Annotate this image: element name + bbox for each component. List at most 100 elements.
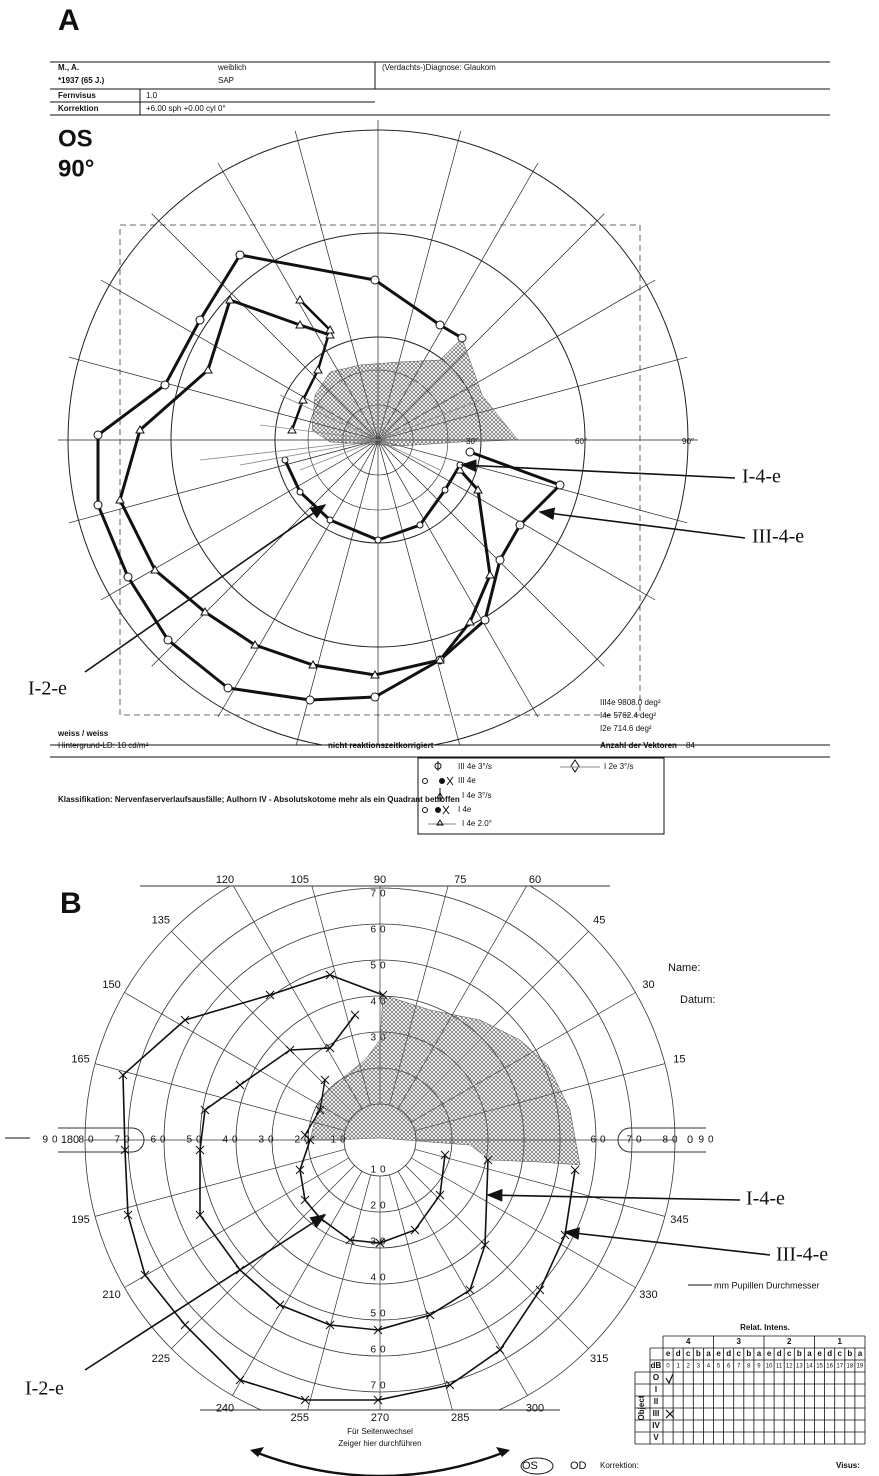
point [200, 606, 210, 616]
vector [259, 424, 379, 441]
eye: OS [58, 125, 93, 152]
point [378, 990, 388, 1000]
point [300, 1395, 310, 1405]
point [296, 488, 304, 496]
point [123, 1210, 133, 1220]
db: 7 [737, 1364, 741, 1370]
point [180, 1015, 190, 1025]
vector [279, 394, 379, 441]
angle-label: 240 [216, 1402, 234, 1414]
point [535, 1285, 545, 1295]
letter: d [827, 1349, 832, 1358]
point [160, 380, 170, 390]
eye-circle [520, 1457, 554, 1475]
point [374, 536, 382, 544]
angle-label: 225 [152, 1353, 170, 1365]
point [495, 1345, 505, 1355]
isopters [118, 970, 580, 1405]
point [435, 1190, 445, 1200]
object-label: Object [637, 1395, 646, 1420]
point [515, 520, 525, 530]
point [135, 424, 145, 434]
legend-entry: III 4e [458, 776, 476, 785]
letter: c [686, 1349, 691, 1358]
db: 11 [776, 1364, 783, 1370]
letter: b [797, 1349, 802, 1358]
area: III4e 9808.0 deg² [600, 698, 661, 707]
visus: 1.0 [146, 91, 158, 100]
isopter-label: I-4-e [746, 1188, 785, 1210]
letter: e [767, 1349, 772, 1358]
grid-ray [377, 439, 656, 601]
grid-ray [94, 1063, 346, 1132]
point [295, 1165, 305, 1175]
vectors: 84 [686, 741, 695, 750]
point [370, 669, 380, 679]
scale-label: 40 [222, 1135, 241, 1146]
point [350, 1010, 360, 1020]
angle-label: 30 [642, 979, 654, 991]
panel-a: A M., A. *1937 (65 J.) weiblich SAP (Ver… [28, 4, 830, 835]
scale-label: 40 [370, 1273, 389, 1284]
object: V [653, 1433, 659, 1442]
letter: d [676, 1349, 681, 1358]
point [445, 1380, 455, 1390]
grid-ray [377, 439, 688, 524]
grid-ray [414, 1148, 666, 1217]
angle-label: 15 [673, 1054, 685, 1066]
point [480, 615, 490, 625]
point [345, 1235, 355, 1245]
grid-clip [84, 886, 676, 1410]
angle-label: 285 [451, 1412, 469, 1424]
group-label: 4 [686, 1337, 691, 1346]
letter: d [726, 1349, 731, 1358]
isopter-label: III-4-e [752, 526, 804, 548]
eye-os: OS [522, 1460, 538, 1472]
axis-label: 90° [682, 437, 694, 446]
db: 4 [707, 1364, 711, 1370]
db: 9 [757, 1364, 761, 1370]
stimulus: weiss / weiss [57, 729, 109, 738]
point [570, 1165, 580, 1175]
point [416, 521, 424, 529]
panel-b: B 01530456075901051201351501651801952102… [5, 874, 866, 1476]
point [203, 364, 213, 374]
point [441, 486, 449, 494]
table-title: Relat. Intens. [740, 1323, 790, 1332]
panel-label: A [58, 4, 80, 37]
correction: +6.00 sph +0.00 cyl 0° [146, 104, 226, 113]
point [235, 1375, 245, 1385]
angle-label: 255 [291, 1412, 309, 1424]
letter: e [716, 1349, 721, 1358]
isopter-label: I-2-e [28, 678, 67, 700]
scale-label: 60 [370, 925, 389, 936]
scale-label: 10 [370, 1165, 389, 1176]
point [325, 1320, 335, 1330]
point [265, 990, 275, 1000]
background: Hintergrund-LD: 10 cd/m² [58, 741, 149, 750]
db: 16 [826, 1364, 833, 1370]
point [465, 1285, 475, 1295]
db: 19 [857, 1364, 864, 1370]
letter: c [787, 1349, 792, 1358]
area: I4e 5762.4 deg² [600, 711, 656, 720]
point [285, 1045, 295, 1055]
legend-entry: I 2e 3°/s [604, 762, 633, 771]
scale-label: 70 [626, 1135, 645, 1146]
db: 18 [847, 1364, 854, 1370]
annotation-arrows [84, 1188, 771, 1371]
grid-ray [307, 1174, 372, 1410]
point [370, 275, 380, 285]
point [326, 516, 334, 524]
point [410, 1225, 420, 1235]
db: 14 [806, 1364, 813, 1370]
visus-label: Fernvisus [58, 91, 96, 100]
angle-label: 150 [102, 979, 120, 991]
point [325, 1043, 335, 1053]
vector [299, 439, 379, 471]
db-label: dB [651, 1361, 662, 1370]
angle-label: 345 [670, 1214, 688, 1226]
side-change: Für Seitenwechsel [347, 1427, 413, 1436]
vector [199, 439, 379, 461]
handwriting [665, 1373, 675, 1419]
